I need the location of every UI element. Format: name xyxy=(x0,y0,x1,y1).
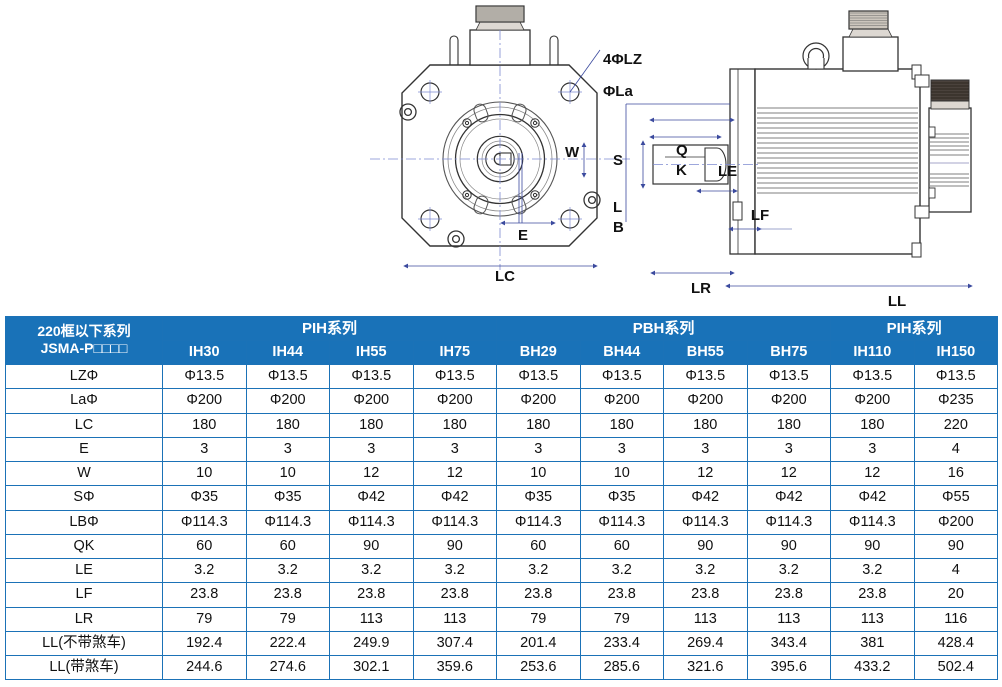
svg-text:B: B xyxy=(613,219,624,236)
svg-text:L: L xyxy=(613,199,622,216)
svg-text:W: W xyxy=(565,144,580,161)
svg-text:4ΦLZ: 4ΦLZ xyxy=(603,51,642,68)
svg-text:K: K xyxy=(676,162,687,179)
svg-text:ΦLa: ΦLa xyxy=(603,83,633,100)
svg-text:LL: LL xyxy=(888,293,906,310)
svg-text:LC: LC xyxy=(495,268,515,285)
svg-text:Q: Q xyxy=(676,142,688,159)
svg-text:E: E xyxy=(518,227,528,244)
svg-text:LR: LR xyxy=(691,280,711,297)
svg-text:LF: LF xyxy=(751,207,769,224)
svg-text:LE: LE xyxy=(718,163,737,180)
svg-text:S: S xyxy=(613,152,623,169)
